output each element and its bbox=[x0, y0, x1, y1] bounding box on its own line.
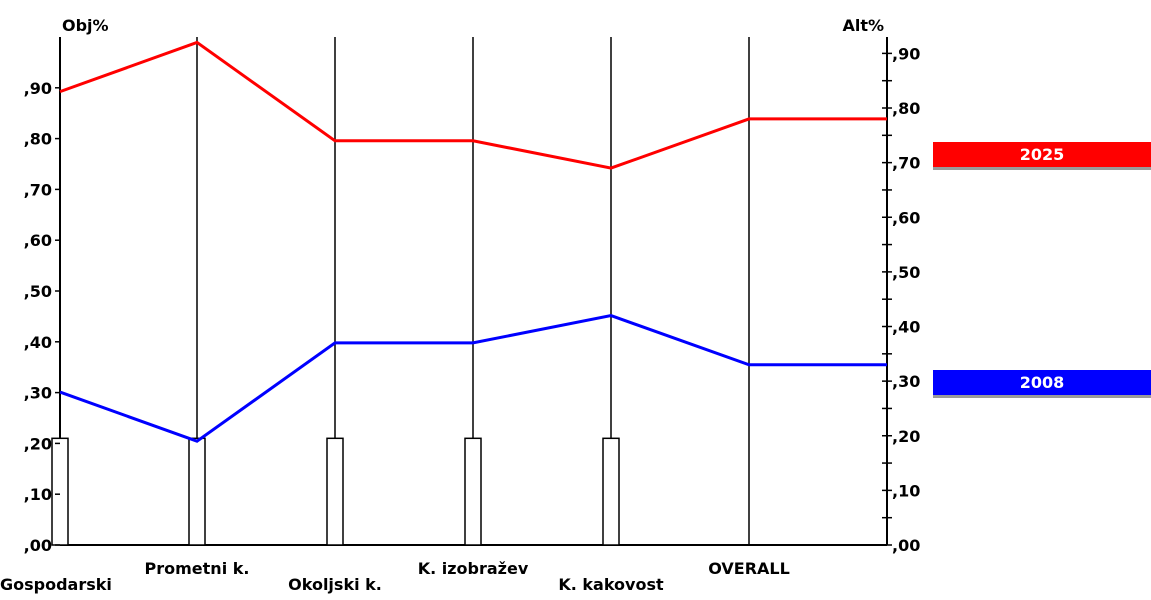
category-label: K. izobražev bbox=[418, 559, 529, 578]
legend-item-2025: 2025 bbox=[933, 142, 1151, 170]
right-tick-label: ,10 bbox=[892, 481, 920, 500]
weight-bar bbox=[602, 437, 620, 546]
right-tick-label: ,70 bbox=[892, 154, 920, 173]
legend-label-2025: 2025 bbox=[1019, 145, 1065, 164]
left-tick-label: ,60 bbox=[24, 231, 52, 250]
series-line-2008 bbox=[59, 314, 887, 443]
left-tick-label: ,30 bbox=[24, 384, 52, 403]
right-tick-label: ,90 bbox=[892, 44, 920, 63]
left-tick-label: ,40 bbox=[24, 333, 52, 352]
right-tick-label: ,40 bbox=[892, 318, 920, 337]
right-tick-label: ,20 bbox=[892, 427, 920, 446]
category-label: OVERALL bbox=[708, 559, 790, 578]
left-axis-label: Obj% bbox=[62, 16, 109, 35]
right-tick-label: ,80 bbox=[892, 99, 920, 118]
left-tick-label: ,90 bbox=[24, 79, 52, 98]
category-label: Okoljski k. bbox=[288, 575, 382, 594]
left-tick-label: ,00 bbox=[24, 536, 52, 555]
weight-bar bbox=[326, 437, 344, 546]
left-tick-label: ,50 bbox=[24, 282, 52, 301]
legend-item-2008: 2008 bbox=[933, 370, 1151, 398]
category-label: Gospodarski bbox=[0, 575, 112, 594]
legend-shadow bbox=[933, 167, 1151, 170]
right-tick-label: ,50 bbox=[892, 263, 920, 282]
series-lines bbox=[59, 40, 887, 443]
legend-swatch-2008 bbox=[933, 370, 1151, 395]
legend-swatch-2025 bbox=[933, 142, 1151, 167]
left-tick-label: ,10 bbox=[24, 485, 52, 504]
weight-bar bbox=[464, 437, 482, 546]
series-line-2025 bbox=[59, 40, 887, 170]
category-label: Prometni k. bbox=[145, 559, 250, 578]
legend-shadow bbox=[933, 395, 1151, 398]
right-tick-label: ,00 bbox=[892, 536, 920, 555]
weight-bars bbox=[51, 437, 620, 546]
legend-label-2008: 2008 bbox=[1019, 373, 1065, 392]
axis-ticks: ,00 ,10 ,20 ,30 ,40 ,50 ,60 ,70 ,80 ,90 ,00 ,10 ,20,… bbox=[0, 44, 920, 594]
left-tick-label: ,70 bbox=[24, 180, 52, 199]
left-tick-label: ,20 bbox=[24, 434, 52, 453]
right-tick-label: ,30 bbox=[892, 372, 920, 391]
right-axis-label: Alt% bbox=[842, 16, 884, 35]
category-label: K. kakovost bbox=[558, 575, 664, 594]
weight-bar bbox=[51, 437, 69, 546]
right-tick-label: ,60 bbox=[892, 208, 920, 227]
left-tick-label: ,80 bbox=[24, 130, 52, 149]
weight-bar bbox=[188, 437, 206, 546]
